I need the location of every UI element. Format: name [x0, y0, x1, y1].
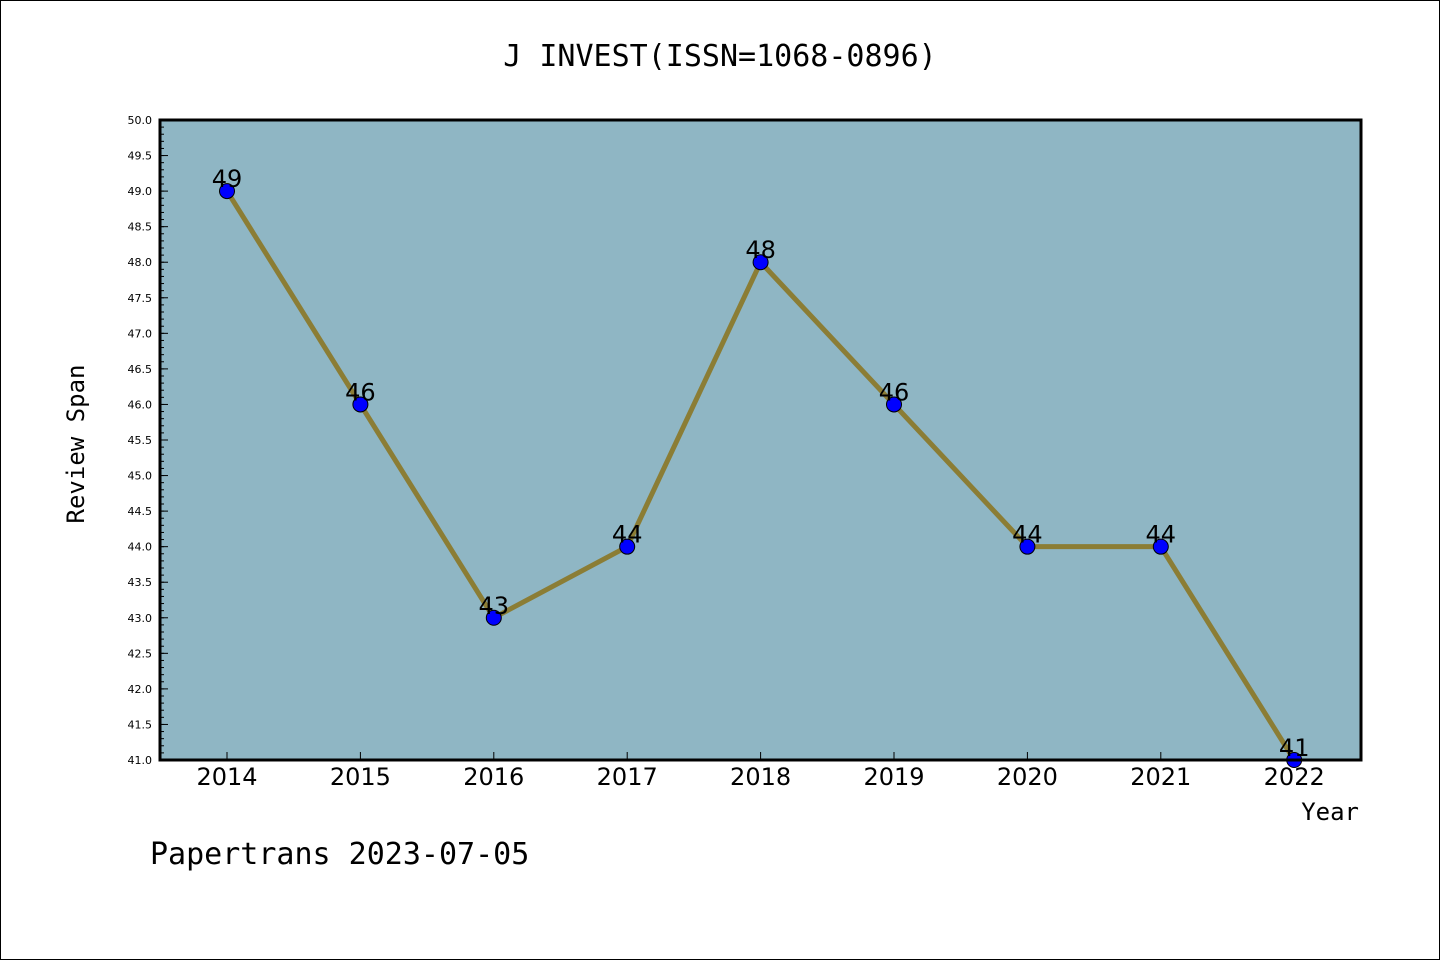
data-label: 46	[345, 378, 376, 406]
y-tick-label: 43.5	[128, 576, 153, 589]
data-label: 49	[212, 165, 243, 193]
data-point-marker	[752, 254, 769, 271]
data-label: 44	[1146, 521, 1177, 549]
data-label: 44	[612, 521, 643, 549]
data-point-marker	[1152, 538, 1169, 555]
x-tick-label: 2018	[730, 763, 791, 791]
chart-title: J INVEST(ISSN=1068-0896)	[503, 39, 936, 74]
data-point-marker	[886, 396, 902, 413]
y-tick-label: 45.5	[128, 434, 153, 447]
y-tick-label: 42.5	[128, 647, 153, 660]
y-tick-label: 48.5	[128, 221, 153, 234]
y-tick-label: 46.0	[128, 398, 153, 411]
plot-border	[158, 118, 1363, 762]
y-tick-label: 43.0	[128, 612, 153, 625]
x-tick-label: 2019	[863, 763, 924, 791]
y-tick-label: 46.5	[128, 363, 153, 376]
x-tick-label: 2016	[463, 763, 524, 791]
data-point-marker	[619, 538, 636, 555]
y-tick-label: 42.0	[128, 683, 153, 696]
y-tick-label: 47.0	[128, 327, 153, 340]
y-tick-label: 44.0	[128, 541, 153, 554]
x-tick-label: 2021	[1130, 763, 1191, 791]
data-label: 48	[745, 236, 776, 264]
y-axis-ticks: 41.0 41.5 42.0 42.5 43.0 43.5 44.0 44.5 45.0 45.5…	[128, 114, 168, 767]
footer-watermark: Papertrans 2023-07-05	[150, 837, 529, 872]
data-point-marker	[352, 396, 369, 413]
data-label: 43	[479, 592, 510, 620]
y-tick-label: 50.0	[128, 114, 153, 127]
data-label: 41	[1279, 734, 1310, 762]
y-tick-label: 49.5	[128, 150, 153, 163]
x-tick-label: 2020	[997, 763, 1058, 791]
data-point-marker	[219, 183, 235, 200]
data-point-marker	[1019, 538, 1036, 555]
plot-area	[160, 120, 1361, 760]
x-axis-ticks: 2014 2015 2016 2017 2018 2019 2020 2021 2022	[196, 752, 1325, 791]
data-point-marker	[485, 609, 502, 626]
x-axis-label: Year	[1301, 798, 1359, 826]
y-tick-label: 41.5	[128, 718, 153, 731]
y-tick-label: 44.5	[128, 505, 153, 518]
y-tick-label: 48.0	[128, 256, 153, 269]
data-markers	[219, 183, 1303, 768]
data-label: 44	[1012, 521, 1043, 549]
y-tick-label: 41.0	[128, 754, 153, 767]
x-tick-label: 2014	[196, 763, 257, 791]
x-tick-label: 2015	[330, 763, 391, 791]
data-label: 46	[879, 378, 910, 406]
y-tick-label: 47.5	[128, 292, 153, 305]
y-axis-label: Review Span	[62, 365, 90, 524]
data-labels: 49 46 43 44 48 46 44 44 41	[212, 165, 1310, 762]
y-tick-label: 49.0	[128, 185, 153, 198]
x-tick-label: 2017	[597, 763, 658, 791]
y-tick-label: 45.0	[128, 470, 153, 483]
